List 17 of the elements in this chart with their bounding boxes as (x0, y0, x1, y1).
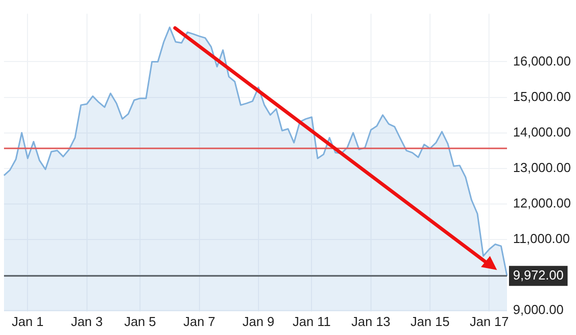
x-tick-label: Jan 15 (410, 314, 450, 329)
ref-line-label: 9,972.00 (513, 267, 564, 282)
y-tick-label: 15,000.00 (513, 88, 571, 104)
x-tick-label: Jan 7 (183, 314, 216, 329)
y-tick-label: 12,000.00 (513, 195, 571, 210)
y-tick-label: 14,000.00 (513, 124, 571, 140)
x-tick-label: Jan 1 (12, 314, 44, 329)
x-tick-label: Jan 9 (242, 314, 274, 329)
y-tick-label: 13,000.00 (513, 160, 571, 175)
x-tick-label: Jan 17 (470, 314, 509, 329)
y-tick-label: 16,000.00 (513, 53, 571, 68)
y-tick-label: 9,000.00 (513, 302, 564, 317)
x-tick-label: Jan 13 (351, 314, 390, 329)
y-tick-label: 11,000.00 (513, 230, 570, 246)
x-tick-label: Jan 11 (292, 314, 331, 329)
x-tick-label: Jan 3 (70, 314, 103, 329)
x-tick-label: Jan 5 (124, 314, 156, 329)
